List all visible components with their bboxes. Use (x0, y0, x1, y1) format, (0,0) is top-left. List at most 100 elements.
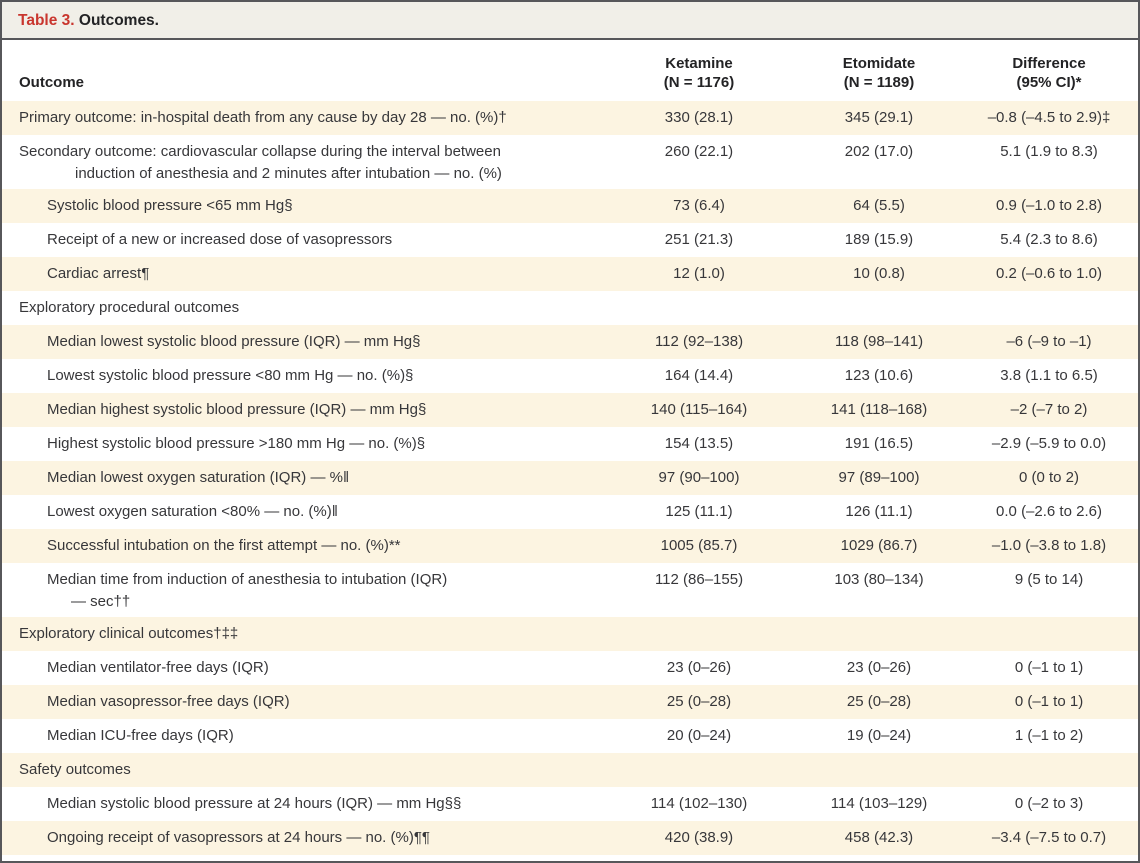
etomidate-value: 10 (0.8) (853, 265, 905, 282)
table-row: Median ventilator-free days (IQR) 23 (0–… (2, 651, 1138, 685)
etomidate-value: 141 (118–168) (830, 401, 928, 418)
etomidate-value: 126 (11.1) (845, 503, 913, 520)
etomidate-value: 123 (10.6) (844, 367, 914, 384)
table-row: Median highest systolic blood pressure (… (2, 393, 1138, 427)
ketamine-value: 12 (1.0) (673, 265, 725, 282)
column-header-etomidate-line2: (N = 1189) (843, 74, 915, 91)
ketamine-value: 112 (92–138) (654, 333, 744, 350)
table-title: Table 3. Outcomes. (2, 2, 1138, 40)
etomidate-value: 97 (89–100) (838, 469, 920, 486)
outcome-label-line1: Lowest oxygen saturation <80% — no. (%)‖ (47, 503, 338, 520)
outcome-label-line1: Successful intubation on the first attem… (47, 537, 401, 554)
etomidate-value (784, 617, 974, 623)
outcome-label: Median ICU-free days (IQR) (2, 719, 614, 751)
table-row: Ongoing receipt of vasopressors at 24 ho… (2, 821, 1138, 855)
ketamine-value: 112 (86–155) (654, 571, 744, 588)
outcome-label: Exploratory clinical outcomes†‡‡ (2, 617, 614, 649)
outcome-label-line1: Median vasopressor-free days (IQR) (47, 693, 290, 710)
etomidate-value: 103 (80–134) (834, 571, 924, 588)
outcome-label-line2: induction of anesthesia and 2 minutes af… (75, 165, 502, 182)
table-row: Successful intubation on the first attem… (2, 529, 1138, 563)
difference-value (974, 617, 1124, 623)
ketamine-value: 25 (0–28) (666, 693, 732, 710)
outcome-label: Median time from induction of anesthesia… (2, 563, 614, 617)
column-header-difference-line2: (95% CI)* (1016, 74, 1082, 91)
column-header-etomidate: Etomidate (N = 1189) (784, 54, 974, 92)
outcome-label-line1: Receipt of a new or increased dose of va… (47, 231, 393, 248)
difference-value (974, 753, 1124, 759)
etomidate-value: 19 (0–24) (846, 727, 912, 744)
etomidate-value: 202 (17.0) (844, 143, 914, 160)
outcome-label-line1: Secondary outcome: cardiovascular collap… (19, 143, 501, 160)
outcome-label: Cardiac arrest¶ (2, 257, 614, 289)
table-row: Primary outcome: in-hospital death from … (2, 101, 1138, 135)
column-header-difference-line1: Difference (1012, 55, 1086, 72)
difference-value: –1.0 (–3.8 to 1.8) (991, 537, 1107, 554)
difference-value: 3.8 (1.1 to 6.5) (1000, 367, 1098, 384)
outcome-label-line1: Safety outcomes (19, 761, 131, 778)
ketamine-value: 73 (6.4) (673, 197, 725, 214)
table-row: Safety outcomes (2, 753, 1138, 787)
ketamine-value: 330 (28.1) (664, 109, 734, 126)
outcome-label: Median systolic blood pressure at 24 hou… (2, 787, 614, 819)
difference-value: –2.9 (–5.9 to 0.0) (991, 435, 1107, 452)
outcome-label: Secondary outcome: cardiovascular collap… (2, 135, 614, 189)
ketamine-value (614, 753, 784, 759)
outcome-label-line1: Lowest systolic blood pressure <80 mm Hg… (47, 367, 414, 384)
outcome-label: Successful intubation on the first attem… (2, 529, 614, 561)
ketamine-value: 20 (0–24) (666, 727, 732, 744)
ketamine-value (614, 617, 784, 623)
difference-value: 1 (–1 to 2) (1014, 727, 1084, 744)
table-row: Lowest systolic blood pressure <80 mm Hg… (2, 359, 1138, 393)
table-row: Median ICU-free days (IQR) 20 (0–24) 19 … (2, 719, 1138, 753)
ketamine-value: 114 (102–130) (650, 795, 748, 812)
difference-value: 5.1 (1.9 to 8.3) (1000, 143, 1098, 160)
outcome-label-line1: Primary outcome: in-hospital death from … (19, 109, 507, 126)
etomidate-value: 114 (103–129) (830, 795, 928, 812)
column-header-ketamine-line2: (N = 1176) (663, 74, 735, 91)
outcome-label: Median ventilator-free days (IQR) (2, 651, 614, 683)
etomidate-value: 118 (98–141) (834, 333, 924, 350)
table-row: Secondary outcome: cardiovascular collap… (2, 135, 1138, 189)
outcome-label: Systolic blood pressure <65 mm Hg§ (2, 189, 614, 221)
difference-value: 0 (–2 to 3) (1014, 795, 1084, 812)
etomidate-value (784, 291, 974, 297)
table-row: Lowest oxygen saturation <80% — no. (%)‖… (2, 495, 1138, 529)
outcome-label-line1: Highest systolic blood pressure >180 mm … (47, 435, 426, 452)
outcome-label: Safety outcomes (2, 753, 614, 785)
outcome-label-line2: — sec†† (71, 593, 131, 610)
column-header-row: Outcome Ketamine (N = 1176) Etomidate (N… (2, 40, 1138, 101)
outcome-label: Lowest systolic blood pressure <80 mm Hg… (2, 359, 614, 391)
ketamine-value: 1005 (85.7) (660, 537, 738, 554)
outcome-label: Median lowest systolic blood pressure (I… (2, 325, 614, 357)
difference-value: 0.2 (–0.6 to 1.0) (996, 265, 1102, 282)
outcome-label: Exploratory procedural outcomes (2, 291, 614, 323)
outcome-label-line1: Exploratory procedural outcomes (19, 299, 240, 316)
outcome-label: Highest systolic blood pressure >180 mm … (2, 427, 614, 459)
table-row: Median lowest systolic blood pressure (I… (2, 325, 1138, 359)
table-row: Highest systolic blood pressure >180 mm … (2, 427, 1138, 461)
etomidate-value: 1029 (86.7) (840, 537, 918, 554)
outcome-label: Lowest oxygen saturation <80% — no. (%)‖ (2, 495, 614, 527)
difference-value: 5.4 (2.3 to 8.6) (1000, 231, 1098, 248)
difference-value: –0.8 (–4.5 to 2.9)‡ (987, 109, 1111, 126)
outcome-label-line1: Median lowest oxygen saturation (IQR) — … (47, 469, 350, 486)
etomidate-value: 64 (5.5) (853, 197, 905, 214)
table-row: Median lowest oxygen saturation (IQR) — … (2, 461, 1138, 495)
difference-value: –6 (–9 to –1) (1006, 333, 1092, 350)
outcome-label-line1: Median time from induction of anesthesia… (47, 571, 448, 588)
outcome-label: Receipt of a new or increased dose of va… (2, 223, 614, 255)
table-title-number: Table 3. (18, 12, 75, 29)
table-row: Median time from induction of anesthesia… (2, 563, 1138, 617)
difference-value: 9 (5 to 14) (1014, 571, 1084, 588)
outcome-label-line1: Median systolic blood pressure at 24 hou… (47, 795, 462, 812)
outcome-label-line1: Median lowest systolic blood pressure (I… (47, 333, 421, 350)
outcome-label: Ongoing receipt of vasopressors at 24 ho… (2, 821, 614, 853)
ketamine-value: 251 (21.3) (664, 231, 734, 248)
table-row: Median vasopressor-free days (IQR) 25 (0… (2, 685, 1138, 719)
column-header-etomidate-line1: Etomidate (842, 55, 916, 72)
column-header-ketamine: Ketamine (N = 1176) (614, 54, 784, 92)
etomidate-value: 345 (29.1) (844, 109, 914, 126)
table-row: Systolic blood pressure <65 mm Hg§ 73 (6… (2, 189, 1138, 223)
outcome-label: Median lowest oxygen saturation (IQR) — … (2, 461, 614, 493)
